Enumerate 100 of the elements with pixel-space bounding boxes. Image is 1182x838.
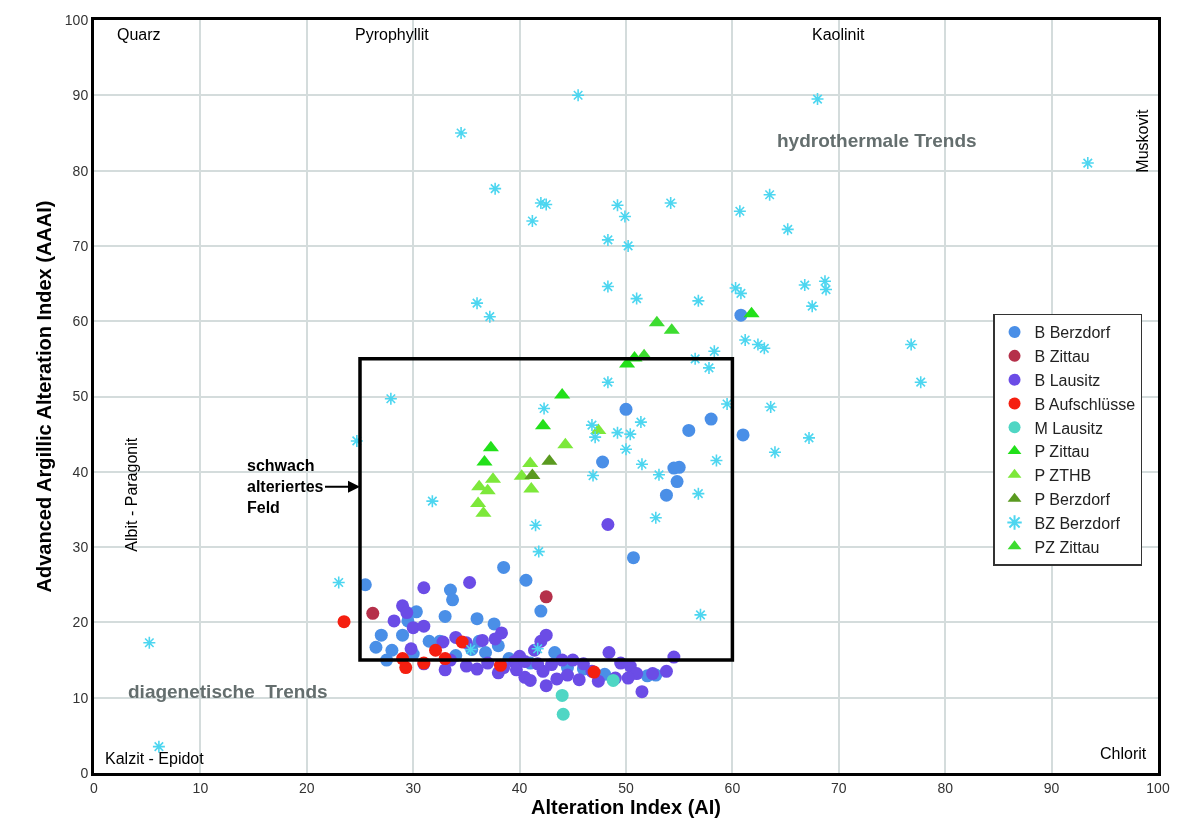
- legend-label: M Lausitz: [1034, 419, 1104, 437]
- point: [539, 628, 553, 642]
- point: [509, 663, 523, 677]
- point: [438, 663, 452, 677]
- point: [523, 673, 537, 687]
- point: [522, 456, 539, 468]
- point: [601, 518, 615, 531]
- y-tick-label: 50: [72, 388, 89, 405]
- point: [534, 604, 548, 618]
- point: [479, 646, 493, 660]
- point: [396, 628, 410, 642]
- y-tick-label: 80: [72, 162, 89, 179]
- point: [704, 412, 718, 426]
- x-tick-label: 30: [405, 779, 422, 796]
- point: [539, 679, 553, 693]
- y-tick-label: 60: [72, 313, 89, 330]
- point: [682, 423, 696, 437]
- x-tick-label: 60: [724, 779, 741, 796]
- point: [659, 488, 673, 502]
- point: [596, 455, 610, 469]
- annotation: Kalzit - Epidot: [105, 750, 205, 767]
- point: [659, 664, 673, 678]
- point: [404, 642, 418, 656]
- y-tick-label: 0: [80, 764, 89, 781]
- legend-label: PZ Zittau: [1034, 538, 1100, 556]
- x-tick-label: 50: [618, 779, 634, 796]
- point: [619, 402, 633, 416]
- x-tick-label: 80: [937, 779, 954, 796]
- point: [455, 635, 469, 649]
- legend-label: BZ Berzdorf: [1034, 514, 1121, 532]
- point: [470, 612, 484, 626]
- annotation: Quarz: [117, 26, 161, 43]
- annotation: Albit - Paragonit: [122, 437, 140, 552]
- x-tick-label: 90: [1043, 779, 1060, 796]
- legend-label: B Aufschlüsse: [1034, 395, 1136, 413]
- y-tick-label: 70: [72, 237, 89, 254]
- point: [670, 475, 684, 489]
- point: [626, 551, 640, 565]
- point: [385, 643, 399, 657]
- point: [524, 468, 541, 480]
- annotation: diagenetische Trends: [128, 681, 328, 702]
- legend-label: P ZTHB: [1034, 467, 1092, 485]
- point: [417, 581, 431, 595]
- point: [635, 685, 649, 699]
- point: [557, 437, 574, 449]
- legend-label: B Lausitz: [1034, 371, 1101, 389]
- y-tick-label: 30: [72, 539, 89, 555]
- y-tick-label: 40: [72, 463, 89, 480]
- point: [572, 673, 586, 687]
- annotation: Pyrophyllit: [355, 26, 430, 43]
- point: [482, 440, 499, 452]
- annotation: Kaolinit: [812, 26, 866, 43]
- point: [648, 315, 665, 327]
- legend-label: B Zittau: [1034, 348, 1090, 366]
- point: [602, 646, 616, 660]
- point: [736, 428, 750, 442]
- point: [429, 643, 443, 657]
- y-tick-label: 20: [72, 614, 89, 631]
- legend-label: P Berzdorf: [1034, 490, 1111, 508]
- point: [539, 590, 553, 604]
- legend-label: P Zittau: [1034, 443, 1090, 461]
- point: [417, 619, 431, 633]
- point: [374, 628, 388, 642]
- point: [560, 668, 574, 682]
- point: [366, 606, 380, 620]
- point: [463, 575, 477, 589]
- point: [406, 621, 420, 635]
- y-tick-label: 100: [64, 11, 89, 28]
- point: [369, 640, 383, 654]
- x-tick-label: 70: [831, 779, 847, 796]
- point: [621, 671, 635, 685]
- point: [438, 609, 452, 623]
- y-axis-title: Advanced Argillic Alteration Index (AAAI): [33, 200, 56, 593]
- point: [554, 387, 571, 399]
- point: [734, 308, 748, 322]
- annotation: Chlorit: [1100, 745, 1147, 762]
- point: [743, 306, 760, 318]
- point: [337, 615, 351, 629]
- point: [555, 688, 569, 702]
- x-tick-label: 10: [192, 779, 209, 796]
- legend-label: B Berzdorf: [1034, 324, 1111, 342]
- x-tick-label: 40: [511, 779, 528, 796]
- y-tick-label: 10: [72, 689, 89, 706]
- y-tick-label: 90: [72, 87, 89, 104]
- annotation: Muskovit: [1133, 108, 1151, 173]
- x-axis-title: Alteration Index (AI): [530, 796, 722, 819]
- point: [400, 606, 414, 620]
- point: [487, 617, 501, 631]
- x-tick-label: 20: [299, 779, 315, 796]
- point: [519, 573, 533, 587]
- point: [387, 614, 401, 628]
- point: [479, 483, 496, 495]
- x-tick-label: 100: [1146, 779, 1170, 796]
- point: [497, 560, 511, 574]
- annotation: schwach alteriertes Feld: [247, 457, 324, 516]
- point: [550, 672, 564, 686]
- point: [488, 632, 502, 646]
- point: [446, 593, 460, 607]
- point: [556, 707, 570, 721]
- point: [399, 661, 413, 675]
